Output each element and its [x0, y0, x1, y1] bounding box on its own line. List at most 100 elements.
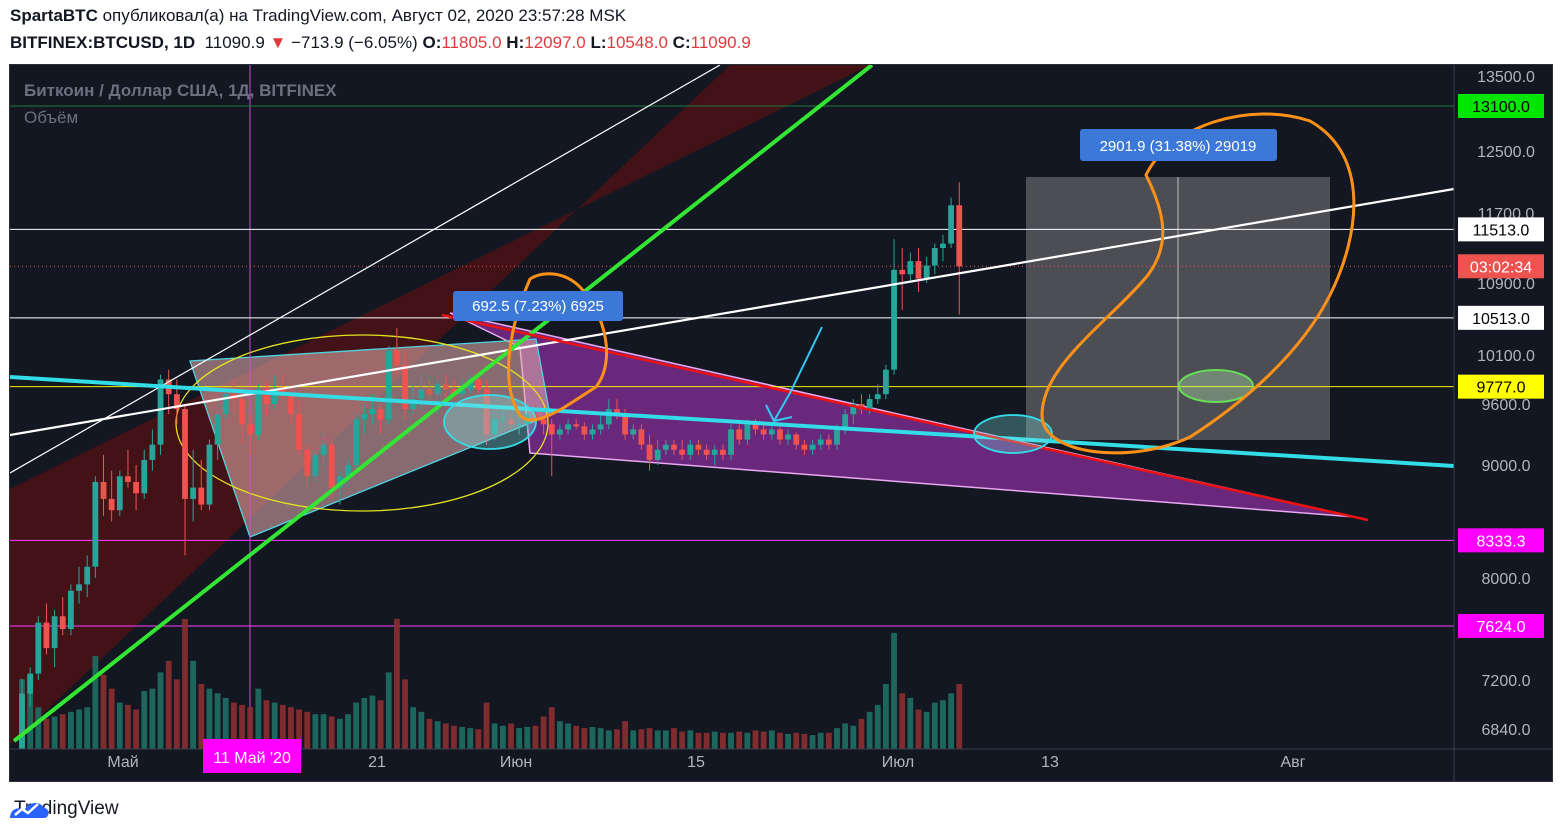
price-badge	[1458, 528, 1544, 553]
publisher-name[interactable]: SpartaBTC	[10, 6, 98, 25]
candle-body	[100, 481, 107, 499]
candle-body	[850, 404, 857, 415]
volume-bar	[638, 729, 645, 749]
volume-bar	[328, 716, 335, 749]
volume-bar	[434, 721, 441, 749]
volume-bar	[491, 723, 498, 749]
volume-bar	[35, 707, 42, 749]
candle-body	[801, 444, 808, 450]
volume-bar	[760, 731, 767, 749]
volume-bar	[247, 707, 254, 749]
candle-body	[883, 369, 889, 395]
volume-bar	[817, 732, 824, 749]
candle-body	[687, 444, 694, 455]
candle-body	[752, 424, 759, 430]
volume-bar	[459, 726, 465, 749]
volume-bar	[100, 674, 107, 749]
volume-bar	[923, 711, 930, 749]
candle-body	[239, 399, 245, 425]
candle-body	[573, 424, 580, 427]
volume-bar	[711, 731, 718, 749]
volume-bar	[548, 707, 555, 749]
volume-bar	[451, 725, 457, 749]
price-badge	[1458, 217, 1544, 242]
volume-bar	[336, 718, 343, 749]
chart-area[interactable]: 692.5 (7.23%) 6925 2901.9 (31.38%) 29019 …	[9, 64, 1553, 782]
volume-bar	[442, 723, 449, 749]
candle-body	[353, 419, 360, 465]
measure-label-2: 2901.9 (31.38%) 29019	[1100, 138, 1257, 155]
candle-body	[907, 261, 914, 275]
volume-bar	[768, 730, 775, 749]
volume-bar	[614, 729, 620, 749]
candle-body	[459, 389, 465, 395]
volume-bar	[206, 688, 213, 749]
candle-body	[312, 454, 319, 477]
volume-bar	[239, 704, 245, 749]
price-badge-label: 13100.0	[1472, 99, 1530, 116]
ohlc-header: BITFINEX:BTCUSD, 1D 11090.9 ▼ −713.9 (−6…	[10, 33, 751, 53]
volume-bar	[532, 725, 539, 749]
orange-circle-1	[507, 272, 609, 422]
volume-bar	[720, 732, 726, 749]
chart-title: Биткоин / Доллар США, 1Д, BITFINEX	[24, 81, 337, 100]
candle-body	[834, 429, 840, 445]
candle-body	[279, 389, 286, 395]
candle-body	[304, 449, 311, 477]
volume-bar	[271, 702, 278, 749]
x-tick-label: Авг	[1280, 754, 1305, 771]
candle-body	[271, 389, 278, 404]
symbol-label: BITFINEX:BTCUSD, 1D	[10, 33, 196, 52]
candle-body	[858, 404, 865, 410]
candle-body	[43, 622, 50, 649]
candle-body	[385, 350, 392, 420]
price-badge	[1458, 374, 1544, 399]
low-label: L:	[590, 33, 607, 52]
candle-body	[866, 399, 873, 410]
price-badge	[1458, 305, 1544, 330]
x-tick-label: Июн	[500, 754, 532, 771]
tradingview-footer[interactable]: TradingView	[8, 796, 119, 822]
volume-bar	[92, 656, 99, 749]
volume-bar	[866, 711, 873, 749]
volume-bar	[483, 702, 490, 749]
candle-body	[467, 379, 474, 390]
candle-body	[182, 409, 188, 499]
volume-bar	[883, 684, 889, 749]
volume-bar	[630, 730, 637, 749]
tradingview-logo-icon	[10, 802, 49, 818]
volume-bar	[320, 714, 327, 749]
volume-bar	[907, 697, 914, 749]
volume-bar	[671, 728, 677, 749]
y-tick-label: 13500.0	[1477, 69, 1535, 86]
candle-body	[638, 429, 645, 445]
volume-bar	[76, 709, 82, 749]
yellow-ellipse	[175, 334, 549, 512]
volume-bar	[809, 735, 816, 749]
green-ellipse	[1178, 369, 1254, 403]
publish-info: SpartaBTC опубликовал(а) на TradingView.…	[10, 6, 626, 26]
candle-body	[695, 444, 702, 450]
price-badge-label: 03:02:34	[1470, 259, 1532, 276]
y-tick-label: 10900.0	[1477, 276, 1535, 293]
candle-body	[768, 429, 775, 435]
volume-bar	[581, 728, 588, 749]
candle-body	[915, 261, 922, 279]
candle-body	[222, 394, 229, 415]
volume-bar	[858, 718, 865, 749]
high-value: 12097.0	[524, 33, 586, 52]
candle-body	[956, 205, 963, 267]
candle-body	[361, 414, 368, 420]
volume-bar	[622, 721, 628, 749]
down-arrow-icon: ▼	[269, 33, 287, 52]
close-value: 11090.9	[690, 33, 751, 52]
volume-bar	[793, 732, 800, 749]
y-tick-label: 9600.0	[1482, 397, 1531, 414]
candle-body	[540, 419, 547, 425]
candle-body	[491, 419, 498, 435]
candle-body	[777, 429, 783, 440]
volume-bar	[728, 732, 734, 749]
price-change: −713.9 (−6.05%)	[291, 33, 418, 52]
volume-bar	[68, 711, 74, 749]
